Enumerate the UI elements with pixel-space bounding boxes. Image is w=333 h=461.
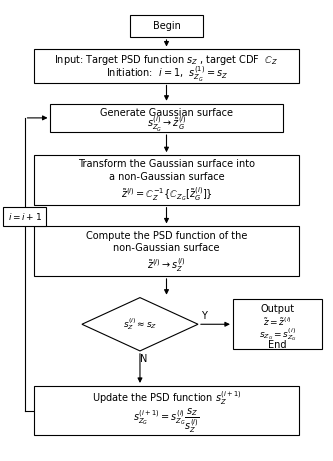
Text: Generate Gaussian surface: Generate Gaussian surface xyxy=(100,108,233,118)
FancyBboxPatch shape xyxy=(233,300,322,349)
Text: Input: Target PSD function $s_Z$ , target CDF  $\mathbb{C}_Z$: Input: Target PSD function $s_Z$ , targe… xyxy=(54,53,279,66)
Text: $s_{Z_G} = s_{Z_G}^{(i)}$: $s_{Z_G} = s_{Z_G}^{(i)}$ xyxy=(258,326,297,343)
FancyBboxPatch shape xyxy=(50,104,283,132)
FancyBboxPatch shape xyxy=(34,49,299,83)
Text: End: End xyxy=(268,340,287,350)
Text: a non-Gaussian surface: a non-Gaussian surface xyxy=(109,172,224,182)
Text: Initiation:  $i = 1$,  $s_{Z_G}^{(1)} = s_Z$: Initiation: $i = 1$, $s_{Z_G}^{(1)} = s_… xyxy=(106,65,227,84)
Text: $s_{Z_G}^{(i)} \rightarrow  \tilde{z}_G^{(i)}$: $s_{Z_G}^{(i)} \rightarrow \tilde{z}_G^{… xyxy=(147,115,186,134)
FancyBboxPatch shape xyxy=(34,155,299,205)
Text: $\tilde{z}^{(i)} = \mathbb{C}_Z^{-1}\{\mathbb{C}_{Z_G}[\tilde{z}_G^{(i)}]\}$: $\tilde{z}^{(i)} = \mathbb{C}_Z^{-1}\{\m… xyxy=(121,185,212,203)
Text: $\tilde{z} = \tilde{z}^{(i)}$: $\tilde{z} = \tilde{z}^{(i)}$ xyxy=(263,315,292,328)
Text: Y: Y xyxy=(201,311,207,321)
Text: Compute the PSD function of the: Compute the PSD function of the xyxy=(86,230,247,241)
Text: $s_{Z_G}^{(i+1)} = s_{Z_G}^{(i)} \dfrac{s_Z}{s_Z^{(i)}}$: $s_{Z_G}^{(i+1)} = s_{Z_G}^{(i)} \dfrac{… xyxy=(133,407,200,435)
FancyBboxPatch shape xyxy=(34,226,299,276)
Text: $s_Z^{(i)} \approx s_Z$: $s_Z^{(i)} \approx s_Z$ xyxy=(123,316,157,332)
FancyBboxPatch shape xyxy=(3,207,46,226)
Text: $\tilde{z}^{(i)} \rightarrow  s_Z^{(i)}$: $\tilde{z}^{(i)} \rightarrow s_Z^{(i)}$ xyxy=(147,256,186,274)
FancyBboxPatch shape xyxy=(130,15,203,37)
FancyBboxPatch shape xyxy=(34,386,299,436)
Text: Update the PSD function $s_Z^{(i+1)}$: Update the PSD function $s_Z^{(i+1)}$ xyxy=(92,389,241,407)
Text: non-Gaussian surface: non-Gaussian surface xyxy=(113,243,220,254)
Polygon shape xyxy=(82,298,198,351)
Text: Transform the Gaussian surface into: Transform the Gaussian surface into xyxy=(78,160,255,169)
Text: N: N xyxy=(140,354,148,364)
Text: Output: Output xyxy=(260,304,295,313)
Text: $i = i + 1$: $i = i + 1$ xyxy=(8,211,42,222)
Text: Begin: Begin xyxy=(153,21,180,31)
